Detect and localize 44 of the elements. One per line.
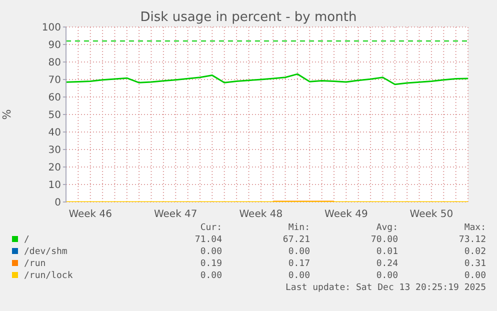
legend-label: /run/lock: [23, 270, 74, 282]
text: Cur:: [199, 222, 222, 234]
text: 0.24: [375, 258, 398, 270]
y-tick-label: 90: [48, 40, 61, 52]
x-tick-label: Week 47: [154, 209, 198, 220]
text: 0.00: [199, 246, 222, 258]
y-tick-label: 60: [48, 92, 61, 104]
x-tick-label: Week 50: [410, 209, 454, 220]
text: 0.00: [463, 270, 486, 282]
legend-label: /dev/shm: [23, 246, 68, 258]
text: Min:: [287, 222, 310, 234]
text: Max:: [463, 222, 486, 234]
y-tick-label: 20: [48, 162, 61, 174]
text: 0.02: [463, 246, 486, 258]
x-tick-label: Week 48: [239, 209, 283, 220]
text: 67.21: [282, 234, 310, 246]
text: 0.00: [287, 270, 310, 282]
legend-label: /run: [23, 258, 47, 270]
text: 0.00: [287, 246, 310, 258]
y-axis-title: %: [0, 109, 14, 120]
legend-label: /: [23, 234, 30, 246]
text: 71.04: [194, 234, 222, 246]
y-tick-label: 40: [48, 128, 61, 139]
text: 0.00: [199, 270, 222, 282]
text: Last update: Sat Dec 13 20:25:19 2025: [284, 282, 486, 294]
text: 73.12: [458, 234, 486, 246]
x-tick-label: Week 49: [324, 209, 368, 220]
y-tick-label: 0: [54, 198, 61, 209]
text: Avg:: [375, 222, 398, 234]
x-tick-label: Week 46: [68, 209, 112, 220]
y-tick-label: 80: [48, 58, 61, 69]
text: 0.01: [375, 246, 398, 258]
y-tick-label: 100: [42, 22, 61, 34]
y-tick-label: 30: [48, 145, 61, 156]
y-tick-label: 50: [48, 110, 61, 122]
text: 0.17: [287, 258, 310, 270]
y-tick-label: 70: [48, 75, 61, 86]
y-tick-label: 10: [48, 180, 61, 192]
text: 0.19: [199, 258, 222, 270]
line-series: [65, 73, 469, 86]
chart-title: Disk usage in percent - by month: [140, 10, 357, 25]
text: 0.00: [375, 270, 398, 282]
text: 0.31: [463, 258, 486, 270]
text: 70.00: [370, 234, 398, 246]
